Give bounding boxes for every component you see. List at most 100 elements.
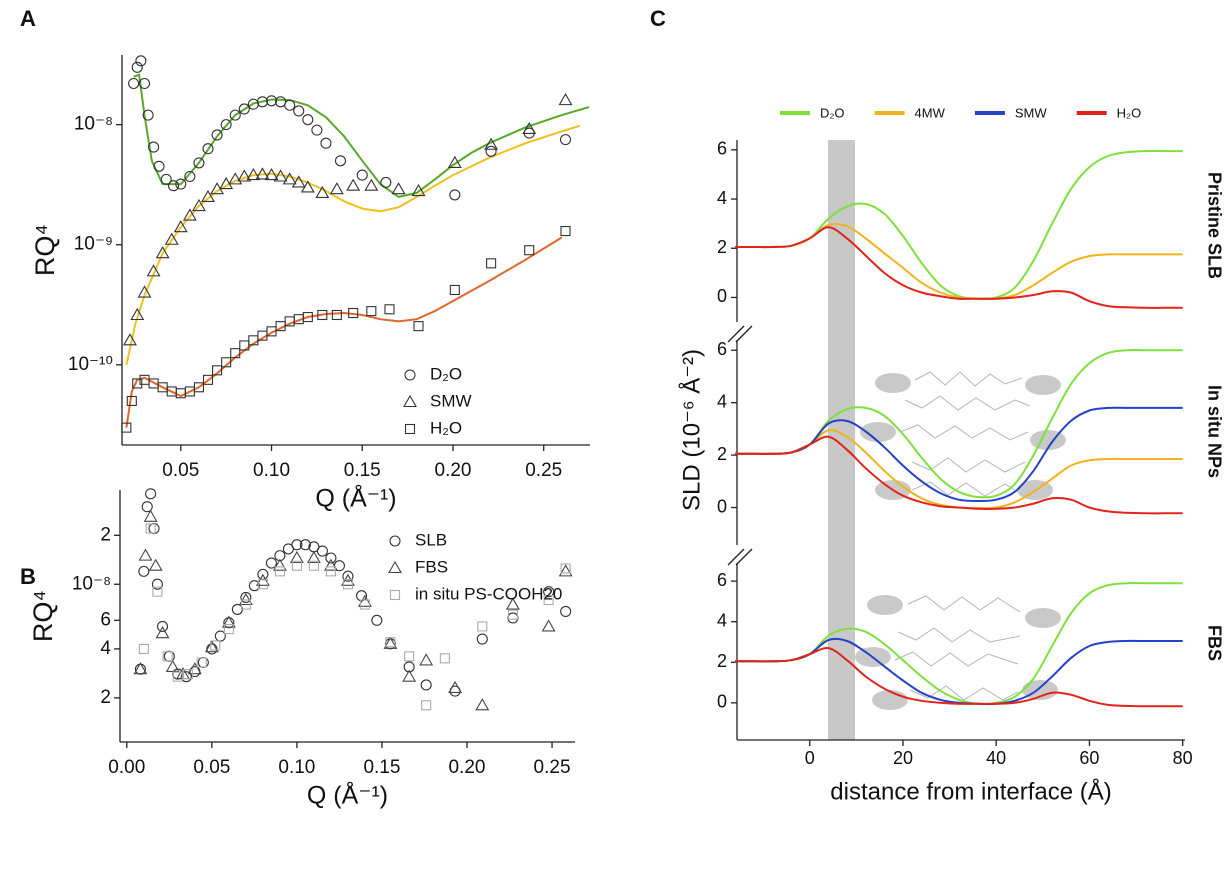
- data-point: [342, 579, 353, 590]
- data-point: [128, 77, 140, 90]
- data-point: [334, 155, 347, 167]
- y-tick-label: 0: [717, 286, 727, 306]
- data-point: [164, 232, 179, 245]
- data-point: [210, 640, 221, 651]
- np-ellipse: [867, 595, 903, 615]
- data-point: [211, 129, 223, 141]
- data-point: [383, 636, 398, 649]
- data-point: [291, 539, 303, 551]
- data-point: [299, 539, 311, 551]
- data-point: [559, 134, 572, 146]
- data-point: [145, 523, 156, 534]
- y-tick-label: 10⁻⁸: [74, 114, 113, 135]
- axis-break-mark: [735, 548, 753, 566]
- y-tick-label: 6: [717, 139, 727, 159]
- y-tick-label: 4: [717, 610, 727, 630]
- data-point: [228, 172, 243, 185]
- y-tick-label: 4: [717, 188, 727, 208]
- data-point: [202, 143, 214, 155]
- data-point: [238, 103, 250, 115]
- data-point: [148, 558, 163, 571]
- data-point: [420, 679, 432, 691]
- data-point: [165, 659, 180, 672]
- data-point: [264, 167, 279, 181]
- legend-marker: [404, 369, 416, 381]
- data-point: [411, 183, 426, 197]
- data-point: [141, 501, 153, 513]
- x-tick-label: 0.10: [278, 757, 315, 778]
- y-tick-label: 2: [717, 237, 727, 257]
- data-point: [289, 550, 304, 564]
- panel-side-label: Pristine SLB: [1204, 172, 1224, 279]
- x-tick-label: 0.10: [253, 460, 290, 481]
- data-point: [146, 264, 161, 277]
- x-tick-label: 0.20: [448, 757, 485, 778]
- legend-marker: [389, 589, 401, 601]
- sld-line: [735, 226, 1183, 309]
- axis-break-mark: [727, 325, 745, 343]
- data-point: [265, 95, 278, 107]
- y-tick-label: 0: [717, 496, 727, 516]
- panel-side-label: In situ NPs: [1204, 385, 1224, 478]
- lipid-tail: [899, 424, 1029, 441]
- data-point: [315, 185, 330, 198]
- data-point: [237, 169, 252, 182]
- y-tick-label: 10⁻⁸: [72, 573, 111, 594]
- data-point: [541, 619, 556, 632]
- x-tick-label: 0.05: [162, 460, 199, 481]
- data-point: [160, 173, 172, 185]
- lipid-tail: [914, 371, 1023, 387]
- data-point: [346, 178, 361, 191]
- data-point: [266, 326, 277, 337]
- data-point: [284, 99, 296, 111]
- legend-label: H₂O: [1117, 105, 1142, 120]
- lipid-tail: [909, 685, 1019, 701]
- data-point: [143, 509, 158, 522]
- data-point: [201, 189, 215, 202]
- lipid-tail: [907, 595, 1021, 613]
- data-point: [246, 167, 261, 181]
- panel-side-label: FBS: [1204, 625, 1224, 661]
- lipid-tails: [894, 371, 1031, 701]
- data-point: [133, 662, 148, 675]
- data-point: [486, 258, 497, 269]
- legend-label: SLB: [415, 530, 447, 549]
- sld-line: [735, 435, 1183, 515]
- np-ellipse: [872, 690, 908, 710]
- data-point: [204, 640, 219, 653]
- y-tick-label: 4: [717, 391, 727, 411]
- data-point: [155, 246, 170, 259]
- data-point: [484, 137, 499, 150]
- x-axis-label: Q (Å⁻¹): [307, 780, 388, 810]
- data-point: [121, 422, 132, 433]
- y-tick-label: 6: [717, 570, 727, 590]
- data-point: [162, 651, 173, 662]
- data-point: [239, 340, 250, 351]
- x-tick-label: 60: [1079, 748, 1099, 768]
- data-point: [182, 208, 197, 221]
- data-point: [366, 306, 377, 317]
- data-point: [223, 624, 234, 635]
- data-point: [126, 395, 137, 407]
- data-point: [131, 61, 143, 73]
- data-point: [325, 552, 337, 564]
- data-point: [138, 548, 153, 561]
- data-point: [172, 671, 183, 682]
- data-point: [152, 586, 163, 597]
- panel-label: A: [20, 6, 36, 31]
- x-tick-label: 0.25: [534, 757, 571, 778]
- x-tick-label: 0.25: [525, 460, 562, 481]
- data-point: [138, 643, 149, 654]
- data-point: [402, 669, 417, 682]
- data-point: [419, 653, 434, 666]
- y-tick-label: 2: [717, 651, 727, 671]
- legend-marker: [388, 560, 402, 574]
- data-point: [155, 626, 170, 639]
- x-tick-label: 0.15: [344, 460, 381, 481]
- data-point: [151, 578, 163, 590]
- data-point: [306, 550, 321, 564]
- axis-break-gap: [730, 322, 744, 340]
- data-point: [173, 220, 188, 233]
